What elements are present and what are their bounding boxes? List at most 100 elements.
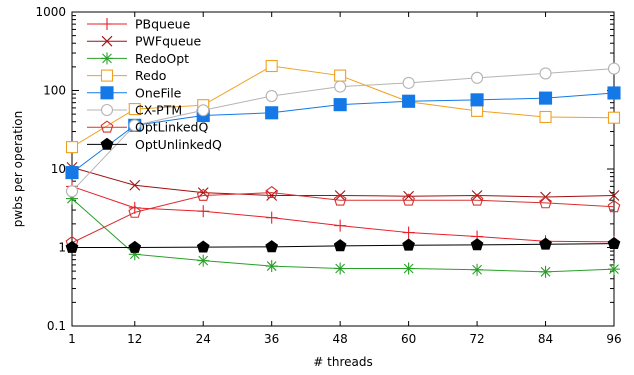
x-tick-label: 24 — [196, 332, 211, 346]
data-point — [128, 201, 141, 214]
data-point — [128, 119, 141, 132]
data-point — [607, 111, 621, 124]
y-tick-label: 1000 — [35, 5, 66, 19]
data-point — [470, 93, 484, 107]
data-point — [470, 238, 484, 251]
legend-label: CX-PTM — [135, 103, 182, 118]
data-point — [402, 94, 416, 108]
data-point — [539, 237, 552, 250]
data-point — [265, 106, 279, 120]
data-point — [65, 185, 79, 198]
legend-label: RedoOpt — [135, 51, 189, 66]
legend-marker — [100, 69, 114, 82]
legend-entry: OptLinkedQ — [87, 120, 208, 135]
data-point — [265, 260, 278, 273]
legend-entry: OneFile — [87, 85, 182, 100]
data-point — [333, 239, 347, 252]
data-point — [65, 240, 79, 253]
data-point — [334, 219, 347, 232]
legend-entry: OptUnlinkedQ — [87, 137, 222, 152]
legend-label: Redo — [135, 68, 166, 83]
data-point — [265, 240, 279, 253]
data-point — [129, 179, 141, 191]
data-point — [334, 190, 346, 201]
data-point — [403, 190, 414, 202]
data-point — [539, 265, 552, 278]
data-point — [128, 240, 142, 253]
data-point — [265, 211, 278, 224]
x-tick-label: 84 — [538, 332, 553, 346]
data-point — [607, 86, 621, 100]
x-axis-label: # threads — [313, 355, 372, 369]
legend-entry: Redo — [87, 68, 166, 83]
y-axis-label: pwbs per operation — [11, 111, 25, 227]
data-point — [402, 262, 415, 275]
x-tick-label: 48 — [333, 332, 348, 346]
y-tick-label: 10 — [51, 162, 66, 176]
data-point — [402, 238, 415, 251]
data-point — [197, 104, 210, 117]
x-tick-label: 12 — [127, 332, 142, 346]
legend: PBqueue PWFqueue RedoOpt Redo OneFile CX-PTM O… — [87, 17, 222, 152]
data-point — [607, 62, 621, 75]
x-tick-label: 1 — [68, 332, 76, 346]
legend-marker — [100, 120, 114, 133]
legend-marker — [100, 137, 114, 150]
data-point — [608, 190, 620, 201]
legend-label: PBqueue — [135, 17, 191, 32]
data-point — [128, 205, 142, 218]
legend-marker — [100, 103, 114, 117]
legend-marker — [101, 35, 113, 47]
series-OptUnlinkedQ — [65, 236, 621, 253]
data-point — [402, 76, 415, 89]
data-point — [470, 193, 484, 206]
data-point — [471, 190, 483, 201]
data-point — [197, 254, 210, 267]
data-point — [608, 263, 620, 276]
legend-entry: RedoOpt — [87, 51, 189, 66]
data-point — [539, 110, 552, 124]
data-point — [266, 190, 278, 201]
data-point — [196, 240, 210, 253]
series-line — [71, 198, 615, 273]
data-point — [607, 200, 621, 213]
legend-entry: PBqueue — [87, 17, 191, 32]
data-point — [471, 263, 484, 276]
data-point — [333, 193, 347, 206]
legend-label: OptLinkedQ — [135, 120, 208, 135]
x-tick-label: 60 — [401, 332, 416, 346]
data-point — [265, 59, 278, 73]
legend-marker — [100, 86, 114, 100]
legend-label: OneFile — [135, 85, 182, 100]
data-point — [333, 98, 347, 112]
data-point — [402, 193, 415, 206]
data-point — [607, 236, 621, 250]
series-line — [71, 192, 615, 244]
data-point — [65, 166, 79, 180]
data-point — [538, 91, 553, 105]
series-OptLinkedQ — [65, 185, 621, 249]
y-tick-label: 1 — [58, 241, 66, 255]
legend-marker — [101, 18, 113, 30]
legend-label: PWFqueue — [135, 34, 202, 49]
data-point — [471, 104, 484, 117]
y-tick-label: 0.1 — [47, 319, 66, 333]
x-tick-label: 72 — [469, 332, 484, 346]
data-point — [196, 188, 210, 201]
data-point — [265, 89, 278, 103]
series-CX-PTM — [65, 62, 621, 198]
y-tick-label: 100 — [43, 84, 66, 98]
data-point — [128, 103, 141, 116]
data-point — [402, 226, 415, 239]
legend-entry: CX-PTM — [87, 103, 182, 118]
data-point — [334, 80, 347, 93]
series-PWFqueue — [66, 161, 620, 203]
data-point — [539, 196, 552, 209]
data-point — [539, 67, 552, 80]
series-layer — [65, 59, 621, 278]
legend-label: OptUnlinkedQ — [135, 137, 222, 152]
series-PBqueue — [66, 180, 620, 248]
data-point — [471, 71, 484, 84]
